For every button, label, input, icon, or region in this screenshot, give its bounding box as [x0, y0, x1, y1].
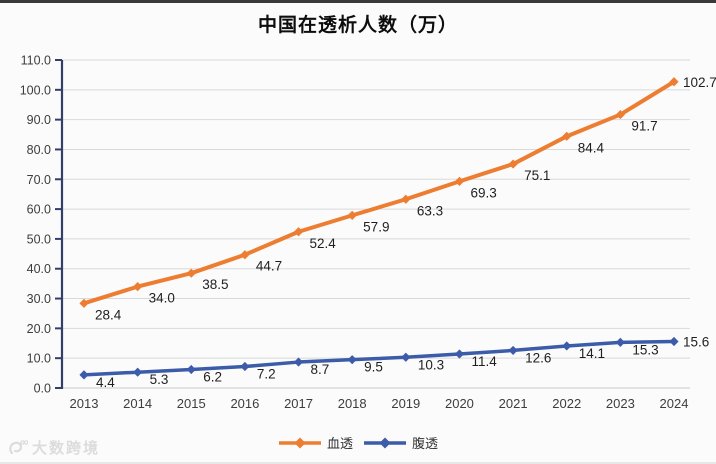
series-marker-hemodialysis-icon — [615, 109, 625, 120]
legend-item-peritoneal-dialysis: 腹透 — [363, 433, 438, 452]
legend-marker-hemodialysis-icon — [294, 437, 306, 448]
data-label-peritoneal-dialysis: 4.4 — [96, 375, 115, 390]
data-label-hemodialysis: 44.7 — [256, 259, 282, 274]
series-marker-hemodialysis-icon — [508, 159, 518, 169]
y-tick-label: 0.0 — [34, 382, 51, 396]
series-marker-hemodialysis-icon — [240, 250, 250, 260]
watermark-text: 大数跨境 — [32, 440, 101, 457]
x-tick-label: 2014 — [123, 396, 152, 411]
data-label-hemodialysis: 69.3 — [470, 185, 496, 200]
x-tick-label: 2013 — [70, 396, 99, 411]
y-tick-label: 90.0 — [27, 113, 51, 127]
x-tick-label: 2024 — [660, 396, 689, 411]
chart-legend: 血透 腹透 — [0, 433, 716, 452]
series-line-hemodialysis — [82, 79, 676, 306]
series-marker-peritoneal-dialysis-icon — [508, 345, 518, 356]
y-tick-label: 50.0 — [27, 232, 51, 246]
series-marker-hemodialysis-icon — [186, 268, 196, 278]
x-tick-label: 2021 — [499, 396, 528, 411]
series-marker-hemodialysis-icon — [293, 227, 304, 237]
series-marker-peritoneal-dialysis-icon — [186, 364, 196, 375]
data-label-peritoneal-dialysis: 11.4 — [471, 354, 497, 369]
data-label-hemodialysis: 38.5 — [202, 277, 228, 292]
series-marker-hemodialysis-icon — [669, 77, 679, 87]
x-tick-label: 2020 — [445, 396, 474, 411]
data-label-peritoneal-dialysis: 9.5 — [364, 360, 383, 375]
data-label-hemodialysis: 102.7 — [683, 75, 716, 90]
top-border-strip — [0, 0, 716, 3]
series-marker-peritoneal-dialysis-icon — [562, 341, 572, 351]
data-label-peritoneal-dialysis: 7.2 — [257, 367, 276, 382]
series-marker-hemodialysis-icon — [79, 298, 89, 308]
series-marker-peritoneal-dialysis-icon — [293, 357, 304, 367]
data-label-peritoneal-dialysis: 14.1 — [579, 346, 605, 361]
y-tick-label: 70.0 — [27, 173, 51, 187]
series-marker-hemodialysis-icon — [454, 176, 465, 186]
series-marker-peritoneal-dialysis-icon — [669, 336, 679, 347]
legend-label-peritoneal: 腹透 — [412, 436, 439, 451]
data-label-peritoneal-dialysis: 15.3 — [632, 342, 658, 357]
x-tick-label: 2022 — [552, 396, 581, 411]
x-tick-label: 2017 — [284, 396, 313, 411]
series-marker-peritoneal-dialysis-icon — [79, 370, 89, 380]
data-label-peritoneal-dialysis: 6.2 — [203, 370, 222, 385]
series-line-peritoneal-dialysis — [82, 339, 676, 377]
data-label-peritoneal-dialysis: 15.6 — [683, 334, 709, 349]
series-marker-hemodialysis-icon — [347, 210, 357, 220]
chart-title: 中国在透析人数（万） — [257, 15, 458, 36]
x-tick-label: 2015 — [177, 396, 206, 411]
series-marker-peritoneal-dialysis-icon — [240, 361, 250, 372]
legend-item-hemodialysis: 血透 — [278, 433, 353, 452]
data-label-peritoneal-dialysis: 12.6 — [525, 350, 551, 365]
data-label-hemodialysis: 75.1 — [524, 168, 550, 183]
y-tick-label: 110.0 — [21, 54, 51, 68]
y-tick-label: 40.0 — [27, 262, 51, 276]
y-tick-label: 60.0 — [27, 203, 51, 217]
y-tick-label: 80.0 — [27, 143, 51, 157]
data-label-hemodialysis: 34.0 — [149, 291, 175, 306]
series-marker-peritoneal-dialysis-icon — [401, 352, 411, 362]
data-label-hemodialysis: 91.7 — [631, 119, 657, 134]
y-tick-label: 10.0 — [27, 352, 51, 366]
x-tick-label: 2019 — [391, 396, 420, 411]
series-marker-peritoneal-dialysis-icon — [454, 349, 465, 359]
x-tick-label: 2023 — [606, 396, 635, 411]
y-tick-label: 100.0 — [20, 83, 51, 97]
series-marker-hemodialysis-icon — [133, 282, 143, 292]
series-marker-hemodialysis-icon — [401, 194, 411, 204]
legend-label-hemodialysis: 血透 — [326, 436, 353, 451]
legend-swatch-peritoneal-icon — [364, 437, 406, 448]
x-tick-label: 2016 — [230, 396, 259, 411]
y-tick-label: 20.0 — [27, 322, 51, 336]
data-label-hemodialysis: 57.9 — [363, 219, 389, 234]
legend-marker-peritoneal-icon — [379, 437, 391, 448]
series-marker-hemodialysis-icon — [562, 131, 572, 141]
data-label-peritoneal-dialysis: 10.3 — [418, 357, 444, 372]
data-label-peritoneal-dialysis: 5.3 — [150, 372, 169, 387]
series-marker-peritoneal-dialysis-icon — [347, 355, 357, 365]
x-tick-label: 2018 — [338, 396, 367, 411]
data-label-hemodialysis: 28.4 — [95, 307, 122, 322]
legend-swatch-hemodialysis-icon — [278, 437, 321, 448]
bottom-border-strip — [0, 462, 716, 464]
y-tick-label: 30.0 — [27, 292, 51, 306]
data-label-hemodialysis: 84.4 — [578, 140, 605, 155]
watermark-logo-icon — [9, 439, 28, 454]
series-marker-peritoneal-dialysis-icon — [615, 337, 625, 347]
watermark: 大数跨境 — [8, 437, 100, 458]
data-label-hemodialysis: 63.3 — [417, 203, 443, 218]
series-marker-peritoneal-dialysis-icon — [133, 367, 143, 377]
data-label-hemodialysis: 52.4 — [310, 236, 337, 251]
data-label-peritoneal-dialysis: 8.7 — [311, 362, 330, 377]
